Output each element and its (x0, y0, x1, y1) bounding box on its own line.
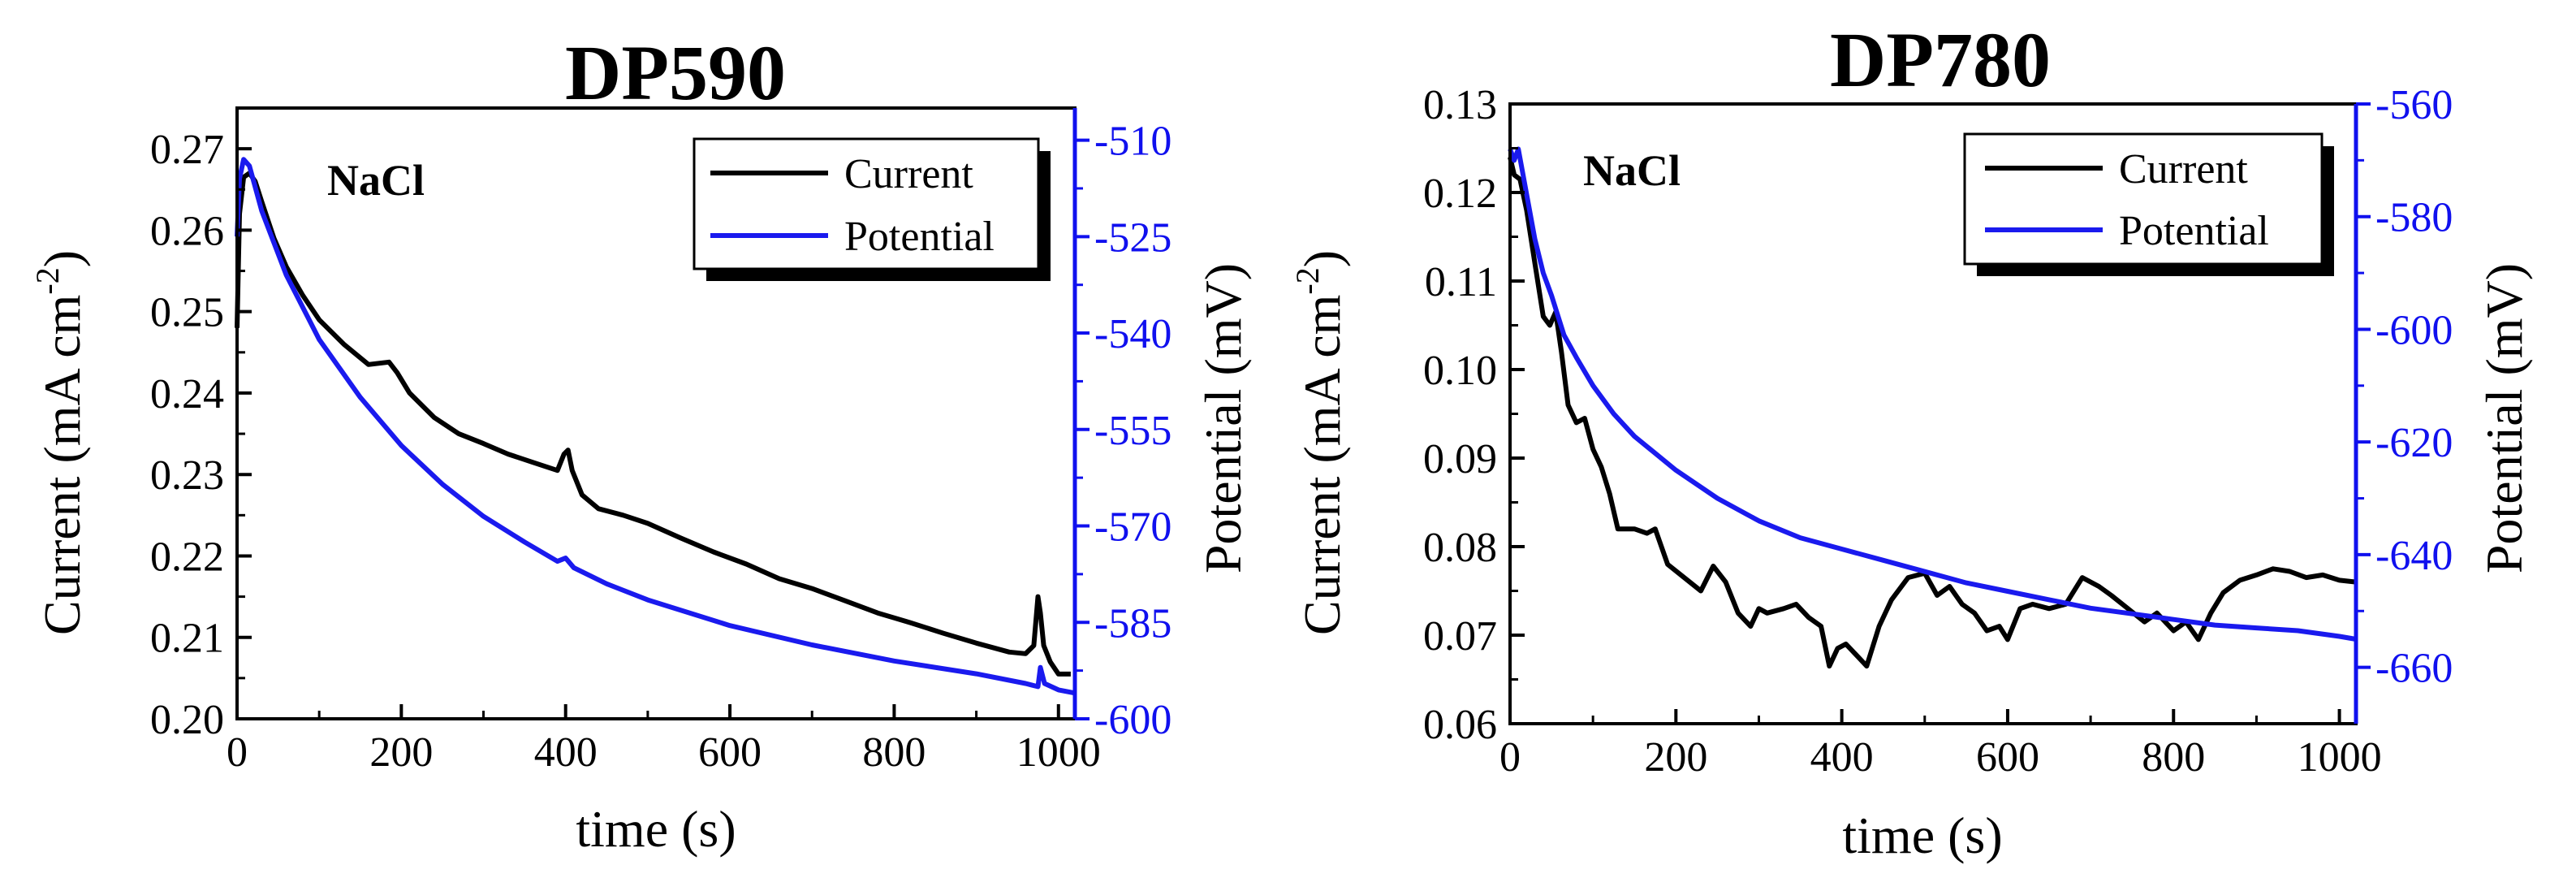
x-tick-label: 600 (698, 729, 762, 776)
y-tick-label: 0.09 (1423, 436, 1497, 482)
y-tick-label: 0.21 (150, 616, 224, 662)
chart-dp780: DP780 0 200 400 600 800 1000 0.06 0.07 0.08 0.09… (1289, 16, 2533, 864)
y-tick-label: 0.10 (1423, 348, 1497, 394)
y2-tick-label: -570 (1094, 504, 1171, 551)
series-layer (1508, 146, 2357, 669)
y2-tick-label: -600 (1094, 697, 1171, 743)
y2-axis-ticks: -560 -580 -600 -620 -640 -660 (2356, 82, 2453, 692)
x-tick-label: 200 (1644, 734, 1707, 781)
y2-tick-label: -540 (1094, 311, 1171, 357)
legend-box (693, 137, 1040, 270)
y2-axis-ticks: -510 -525 -540 -555 -570 -585 -600 (1075, 119, 1171, 743)
y-axis-label: Current (mA cm-2) (1289, 250, 1351, 635)
y-tick-label: 0.26 (150, 208, 224, 254)
x-axis-label: time (s) (576, 800, 736, 858)
annotation-nacl: NaCl (327, 156, 425, 205)
x-tick-label: 400 (1810, 734, 1874, 781)
y2-axis-label: Potential (mV) (2475, 263, 2533, 573)
y-axis-label: Current (mA cm-2) (29, 250, 91, 635)
y-axis-ticks: 0.20 0.21 0.22 0.23 0.24 0.25 0.26 0.27 (150, 127, 252, 743)
y2-tick-label: -640 (2375, 533, 2453, 579)
y-tick-label: 0.23 (150, 452, 224, 499)
legend-label-current: Current (844, 151, 973, 197)
x-tick-label: 0 (1499, 734, 1521, 781)
y-tick-label: 0.22 (150, 534, 224, 580)
y-tick-label: 0.25 (150, 290, 224, 336)
y-tick-label: 0.07 (1423, 613, 1497, 660)
y-tick-label: 0.27 (150, 127, 224, 173)
series-line-current (1508, 156, 2357, 669)
x-axis-ticks: 0 200 400 600 800 1000 (1499, 709, 2382, 781)
x-tick-label: 200 (369, 729, 433, 776)
y2-tick-label: -560 (2375, 82, 2453, 128)
x-tick-label: 600 (1976, 734, 2039, 781)
y-axis-ticks: 0.06 0.07 0.08 0.09 0.10 0.11 0.12 0.13 (1423, 82, 1525, 748)
series-line-potential (1508, 146, 2357, 642)
y2-tick-label: -660 (2375, 646, 2453, 692)
y-tick-label: 0.08 (1423, 525, 1497, 571)
chart-dp590: DP590 0 200 400 600 800 1000 0.20 0.21 0.22 0.23… (29, 29, 1252, 858)
x-tick-label: 1000 (1016, 729, 1101, 776)
y2-axis-label: Potential (mV) (1194, 263, 1252, 573)
series-layer (235, 157, 1076, 696)
y2-tick-label: -555 (1094, 408, 1171, 454)
y-tick-label: 0.12 (1423, 171, 1497, 217)
y2-tick-label: -585 (1094, 600, 1171, 647)
x-tick-label: 800 (862, 729, 926, 776)
x-tick-label: 400 (534, 729, 598, 776)
x-tick-label: 800 (2142, 734, 2205, 781)
y2-tick-label: -525 (1094, 214, 1171, 261)
legend-label-current: Current (2119, 146, 2248, 192)
y-tick-label: 0.06 (1423, 702, 1497, 748)
x-tick-label: 0 (227, 729, 248, 776)
series-line-potential (235, 157, 1076, 696)
x-axis-label: time (s) (1842, 807, 2002, 864)
x-tick-label: 1000 (2298, 734, 2382, 781)
series-line-current (235, 171, 1071, 677)
y-tick-label: 0.20 (150, 697, 224, 743)
chart-title: DP780 (1830, 16, 2051, 103)
y2-tick-label: -510 (1094, 119, 1171, 165)
y2-tick-label: -580 (2375, 195, 2453, 241)
annotation-nacl: NaCl (1583, 146, 1681, 195)
y-tick-label: 0.24 (150, 371, 224, 417)
x-axis-ticks: 0 200 400 600 800 1000 (227, 704, 1101, 776)
y-tick-label: 0.11 (1425, 259, 1497, 305)
legend: Current Potential (693, 137, 1051, 281)
legend-box (1963, 132, 2324, 266)
legend-label-potential: Potential (844, 214, 995, 260)
y-tick-label: 0.13 (1423, 82, 1497, 128)
legend: Current Potential (1963, 132, 2334, 276)
legend-label-potential: Potential (2119, 208, 2269, 254)
y2-tick-label: -600 (2375, 307, 2453, 353)
y2-tick-label: -620 (2375, 420, 2453, 466)
chart-title: DP590 (565, 29, 786, 116)
